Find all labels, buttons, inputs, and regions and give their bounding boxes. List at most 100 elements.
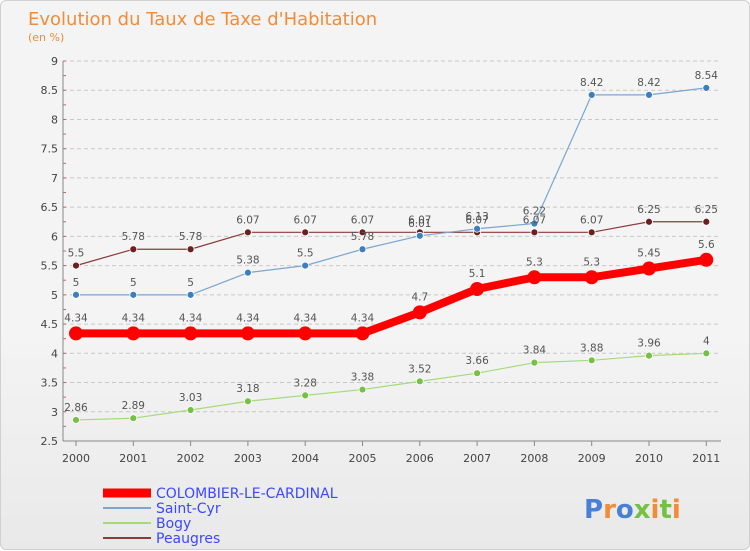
data-point-bogy xyxy=(473,369,482,378)
data-label-peaugres: 6.07 xyxy=(465,214,488,226)
data-point-saint-cyr xyxy=(129,290,138,299)
data-point-colombier-le-cardinal xyxy=(69,326,83,341)
data-label-bogy: 3.84 xyxy=(523,345,547,357)
y-tick-label: 6 xyxy=(51,230,58,243)
data-point-bogy xyxy=(530,358,539,367)
data-point-colombier-le-cardinal xyxy=(642,261,656,276)
proxiti-logo: Proxiti xyxy=(584,495,681,525)
data-label-bogy: 3.18 xyxy=(236,383,259,395)
y-tick-label: 9 xyxy=(51,55,58,68)
data-point-bogy xyxy=(186,406,195,414)
logo-text: Proxiti xyxy=(584,495,681,525)
data-label-colombier-le-cardinal: 4.34 xyxy=(351,312,375,324)
data-point-colombier-le-cardinal xyxy=(355,326,370,341)
legend-label-saint-cyr: Saint-Cyr xyxy=(156,501,221,517)
x-tick-label: 2011 xyxy=(692,452,720,465)
data-point-saint-cyr xyxy=(702,83,711,92)
x-tick-label: 2008 xyxy=(520,452,548,465)
y-tick-label: 7 xyxy=(51,172,58,185)
data-label-colombier-le-cardinal: 5.1 xyxy=(469,268,486,280)
data-labels-layer: 5.55.78 5.786.07 6.07 6.07 6.07 6.07 6.07 6.076… xyxy=(64,70,718,414)
data-point-peaugres xyxy=(645,217,653,226)
data-label-bogy: 3.28 xyxy=(294,377,317,389)
data-label-peaugres: 6.25 xyxy=(695,204,718,216)
x-tick-label: 2010 xyxy=(635,452,663,465)
y-tick-label: 3 xyxy=(51,406,58,419)
data-point-peaugres xyxy=(358,228,367,237)
data-label-peaugres: 6.07 xyxy=(236,214,259,226)
data-label-peaugres: 5.78 xyxy=(179,231,202,243)
data-label-bogy: 3.88 xyxy=(580,342,603,354)
data-label-saint-cyr: 6.01 xyxy=(408,218,431,230)
data-label-bogy: 2.89 xyxy=(122,400,145,412)
y-tick-label: 8 xyxy=(51,113,58,126)
chart-title: Evolution du Taux de Taxe d'Habitation xyxy=(28,9,377,30)
data-label-colombier-le-cardinal: 5.3 xyxy=(583,256,600,268)
data-label-colombier-le-cardinal: 4.34 xyxy=(294,312,318,324)
data-point-colombier-le-cardinal xyxy=(470,282,485,296)
data-point-saint-cyr xyxy=(415,231,424,240)
series-line-colombier-le-cardinal xyxy=(72,255,711,338)
data-label-colombier-le-cardinal: 4.34 xyxy=(179,312,203,324)
data-point-colombier-le-cardinal xyxy=(126,326,141,341)
x-tick-label: 2009 xyxy=(578,452,606,465)
logo-letter: i xyxy=(672,495,681,525)
y-tick-label: 8.5 xyxy=(41,84,59,97)
data-point-bogy xyxy=(72,416,80,424)
logo-letter: x xyxy=(634,495,651,525)
data-label-peaugres: 6.07 xyxy=(294,214,317,226)
data-label-bogy: 2.86 xyxy=(64,402,88,414)
data-point-peaugres xyxy=(186,245,195,254)
y-tick-label: 2.5 xyxy=(41,435,59,448)
data-label-colombier-le-cardinal: 5.45 xyxy=(637,248,660,260)
data-point-saint-cyr xyxy=(358,245,367,254)
data-label-peaugres: 6.07 xyxy=(580,214,603,226)
x-tick-label: 2003 xyxy=(234,452,262,465)
data-label-saint-cyr: 5.5 xyxy=(297,248,314,260)
x-tick-label: 2004 xyxy=(291,452,319,465)
data-label-saint-cyr: 8.42 xyxy=(580,77,603,89)
data-label-peaugres: 6.25 xyxy=(637,204,660,216)
data-point-saint-cyr xyxy=(301,261,310,270)
series-line-saint-cyr xyxy=(75,87,707,296)
data-point-peaugres xyxy=(129,245,138,254)
legend-label-peaugres: Peaugres xyxy=(156,531,220,547)
data-point-saint-cyr xyxy=(530,219,539,228)
logo-letter: i xyxy=(651,495,660,525)
data-label-peaugres: 6.07 xyxy=(408,214,431,226)
data-point-bogy xyxy=(129,414,138,423)
series-line-peaugres xyxy=(75,221,707,267)
data-label-peaugres: 6.07 xyxy=(351,214,374,226)
x-tick-label: 2006 xyxy=(406,452,434,465)
data-label-saint-cyr: 6.22 xyxy=(523,206,546,218)
data-label-saint-cyr: 5.38 xyxy=(236,255,259,267)
data-point-colombier-le-cardinal xyxy=(527,270,542,285)
series-layer xyxy=(69,83,714,424)
grid xyxy=(63,60,721,442)
data-point-peaugres xyxy=(530,228,539,237)
data-point-bogy xyxy=(702,349,711,358)
series-line-bogy xyxy=(75,352,707,421)
data-label-bogy: 3.52 xyxy=(408,363,431,375)
data-point-bogy xyxy=(415,377,424,386)
data-point-bogy xyxy=(645,351,653,360)
x-tick-label: 2007 xyxy=(463,452,491,465)
x-tick-label: 2005 xyxy=(349,452,377,465)
data-point-peaugres xyxy=(587,228,596,237)
data-label-colombier-le-cardinal: 5.3 xyxy=(526,256,543,268)
data-label-peaugres: 5.78 xyxy=(122,231,145,243)
data-label-bogy: 3.66 xyxy=(465,355,489,367)
data-label-bogy: 3.38 xyxy=(351,372,374,384)
data-label-peaugres: 6.07 xyxy=(523,214,546,226)
data-point-saint-cyr xyxy=(587,91,596,99)
logo-letter: P xyxy=(584,495,603,525)
legend: COLOMBIER-LE-CARDINALSaint-CyrBogyPeaugr… xyxy=(103,486,338,547)
data-point-bogy xyxy=(358,385,367,394)
data-label-saint-cyr: 6.13 xyxy=(465,211,488,223)
data-label-bogy: 4 xyxy=(703,335,710,347)
data-label-saint-cyr: 5 xyxy=(73,277,80,289)
y-tick-label: 7.5 xyxy=(41,143,59,156)
data-label-saint-cyr: 8.54 xyxy=(695,70,719,82)
data-label-bogy: 3.03 xyxy=(179,392,202,404)
data-point-saint-cyr xyxy=(72,290,80,299)
